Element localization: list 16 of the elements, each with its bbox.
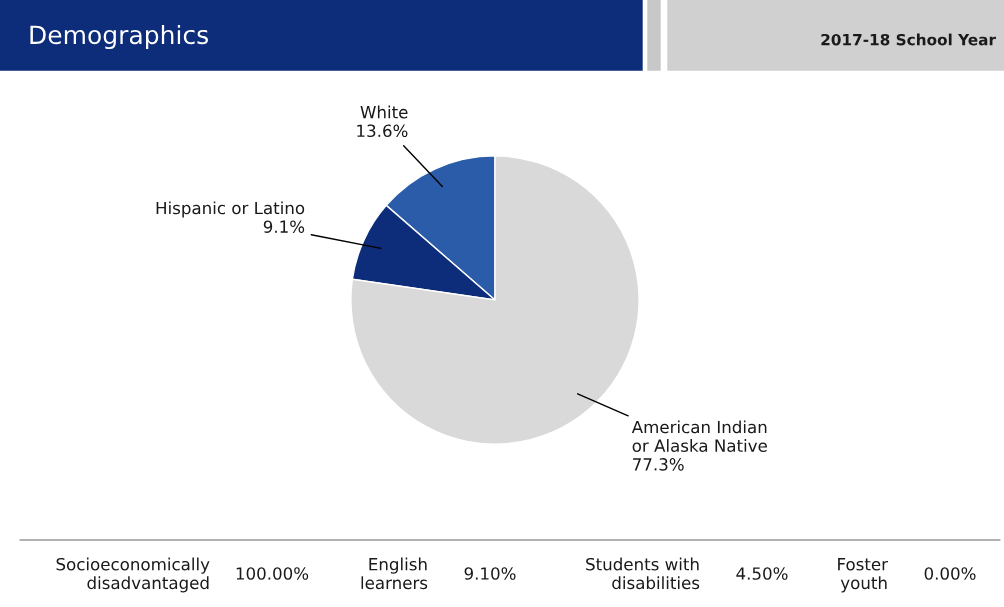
chart-title: Demographics xyxy=(30,24,208,50)
slice-label: Hispanic or Latino xyxy=(156,201,305,218)
text: 100.00% xyxy=(236,567,309,580)
text: 4.50% xyxy=(736,567,788,580)
text: Socioeconomically disadvantaged xyxy=(56,557,210,593)
slice-label: White xyxy=(360,105,408,119)
data-label: 9.1% xyxy=(263,220,305,233)
data-label: 77.3% xyxy=(633,458,684,471)
text: Students with disabilities xyxy=(586,557,700,590)
text: 2017-18 School Year xyxy=(821,33,996,46)
text: 0.00% xyxy=(924,567,976,580)
text: English learners xyxy=(361,557,428,590)
slice-label: American Indian or Alaska Native xyxy=(631,420,767,452)
data-label: 13.6% xyxy=(357,124,408,138)
text: 9.10% xyxy=(464,567,516,580)
text: Foster youth xyxy=(838,558,888,593)
